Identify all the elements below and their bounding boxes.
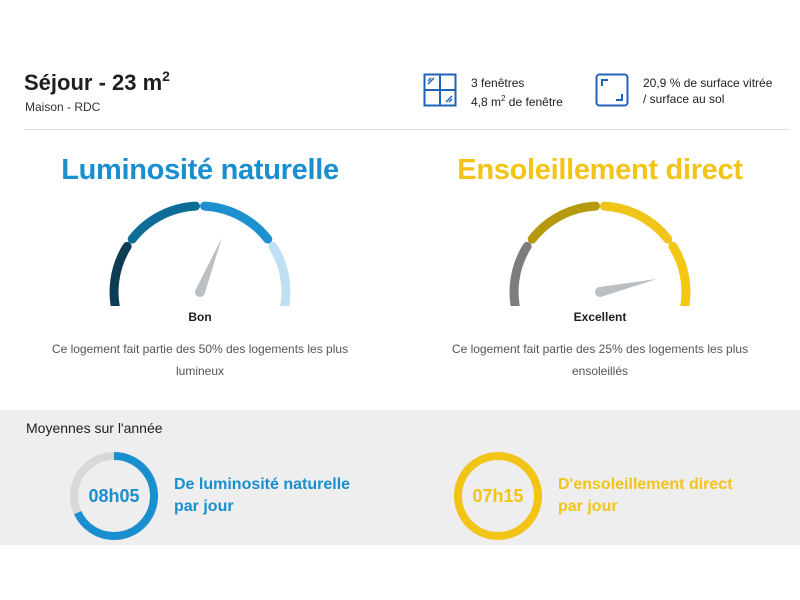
gauge-segment bbox=[509, 241, 532, 306]
gauge-segment bbox=[268, 241, 291, 306]
gauge-segment bbox=[668, 241, 691, 306]
windows-area: 4,8 m2 de fenêtre bbox=[471, 94, 563, 109]
natural-light-hours: 08h05 bbox=[88, 486, 140, 506]
glazed-surface-line2: / surface au sol bbox=[643, 92, 725, 106]
room-subtitle: Maison - RDC bbox=[25, 100, 101, 114]
windows-text: 3 fenêtres 4,8 m2 de fenêtre bbox=[471, 75, 563, 110]
natural-light-rating: Bon bbox=[188, 310, 212, 324]
direct-sunlight-average-label: D'ensoleillement direct par jour bbox=[558, 476, 733, 515]
gauge-segment bbox=[127, 201, 200, 244]
window-icon bbox=[423, 73, 457, 107]
direct-sunlight-gauge bbox=[509, 201, 691, 306]
room-title: Séjour - 23 m2 bbox=[24, 68, 170, 96]
direct-sunlight-description: Ce logement fait partie des 25% des loge… bbox=[451, 342, 749, 378]
natural-light-average-label: De luminosité naturelle par jour bbox=[174, 476, 351, 515]
gauge-needle bbox=[598, 279, 657, 297]
direct-sunlight-hours: 07h15 bbox=[472, 486, 524, 506]
gauge-segment bbox=[600, 201, 673, 244]
natural-light-title: Luminosité naturelle bbox=[61, 154, 339, 186]
room-title-text: Séjour - 23 m bbox=[24, 70, 163, 95]
yearly-averages-title: Moyennes sur l'année bbox=[26, 420, 163, 436]
gauge-segment bbox=[200, 201, 273, 244]
room-header: Séjour - 23 m2 Maison - RDC 3 fenêtres 4… bbox=[24, 68, 790, 130]
gauge-needle bbox=[195, 238, 222, 294]
natural-light-ring: 08h05 bbox=[68, 450, 160, 542]
direct-sunlight-gauge-panel: Ensoleillement direct Excellent Ce logem… bbox=[400, 150, 800, 382]
direct-sunlight-average: 07h15 D'ensoleillement direct par jour bbox=[452, 450, 758, 542]
direct-sunlight-rating: Excellent bbox=[573, 310, 627, 324]
windows-feature: 3 fenêtres 4,8 m2 de fenêtre bbox=[423, 73, 563, 110]
gauge-needle-hub bbox=[595, 287, 605, 297]
room-title-exponent: 2 bbox=[162, 68, 170, 84]
natural-light-description: Ce logement fait partie des 50% des loge… bbox=[51, 342, 349, 378]
gauge-segment bbox=[527, 201, 600, 244]
yearly-averages: Moyennes sur l'année 08h05 De luminosité… bbox=[0, 410, 800, 545]
gauge-segment bbox=[109, 241, 132, 306]
natural-light-progress-ring bbox=[70, 452, 158, 540]
glazed-surface-line1: 20,9 % de surface vitrée bbox=[643, 76, 773, 90]
direct-sunlight-progress-ring bbox=[454, 452, 542, 540]
ring-progress bbox=[70, 452, 158, 540]
natural-light-gauge bbox=[109, 201, 291, 306]
ring-progress bbox=[454, 452, 542, 540]
direct-sunlight-title: Ensoleillement direct bbox=[457, 154, 743, 186]
glazed-surface-text: 20,9 % de surface vitrée / surface au so… bbox=[643, 75, 772, 107]
floor-surface-icon bbox=[595, 73, 629, 107]
windows-count: 3 fenêtres bbox=[471, 76, 525, 90]
glazed-surface-feature: 20,9 % de surface vitrée / surface au so… bbox=[595, 73, 772, 107]
direct-sunlight-ring: 07h15 bbox=[452, 450, 544, 542]
gauge-needle-hub bbox=[195, 287, 205, 297]
natural-light-gauge-panel: Luminosité naturelle Bon Ce logement fai… bbox=[0, 150, 400, 382]
natural-light-average: 08h05 De luminosité naturelle par jour bbox=[68, 450, 374, 542]
